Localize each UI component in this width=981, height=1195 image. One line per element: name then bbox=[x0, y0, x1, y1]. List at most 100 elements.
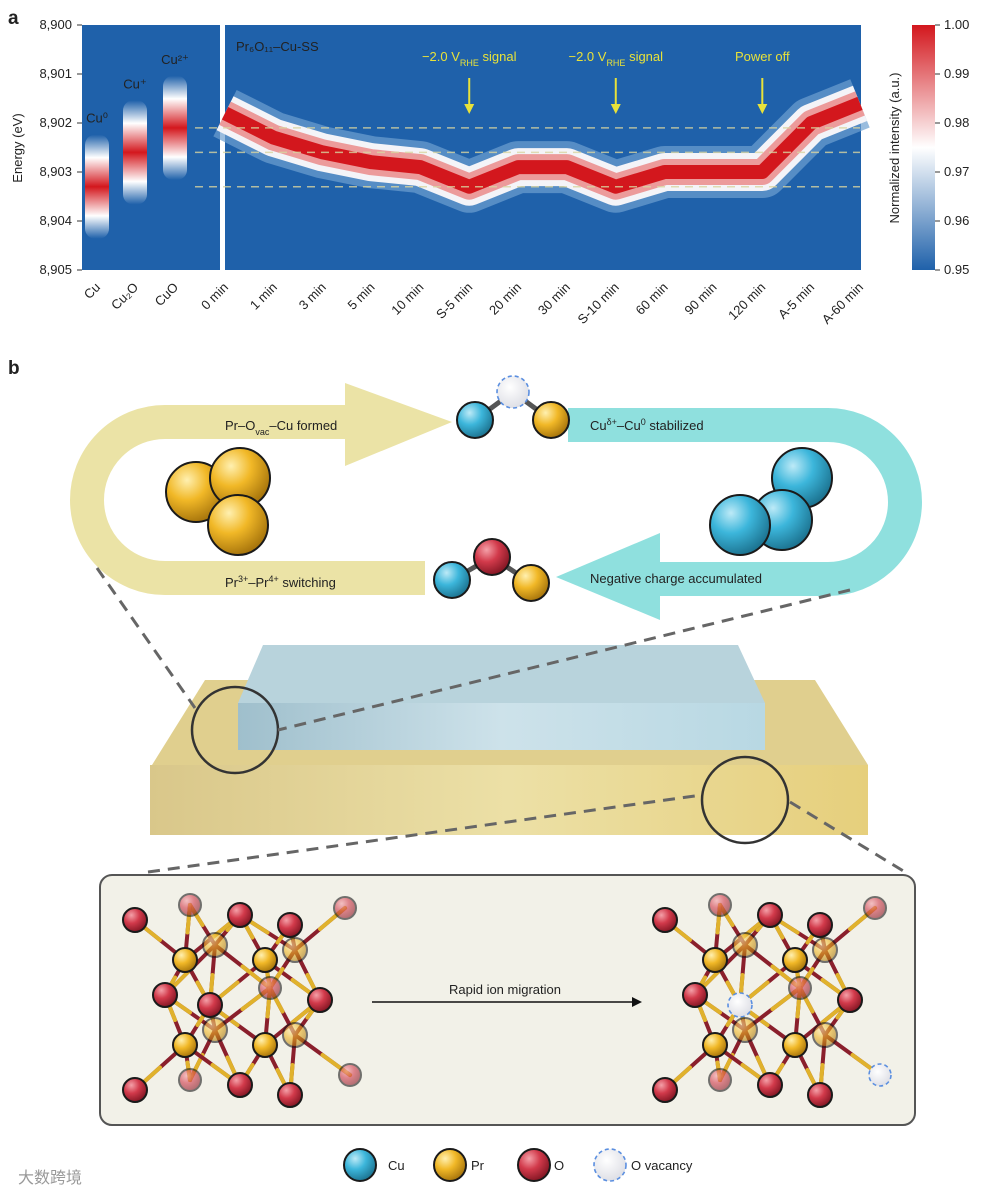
text-part: signal bbox=[625, 49, 663, 64]
x-tick-label: 120 min bbox=[725, 280, 768, 323]
atom bbox=[812, 1022, 838, 1048]
text-part: vac bbox=[255, 427, 270, 437]
x-tick-label: A-5 min bbox=[775, 280, 817, 322]
rich-label: Power off bbox=[735, 49, 790, 64]
atom bbox=[496, 375, 530, 409]
atom bbox=[333, 896, 357, 920]
reference-state: Cu²⁺ bbox=[161, 52, 189, 67]
atom bbox=[277, 1082, 303, 1108]
atom bbox=[172, 947, 198, 973]
atom bbox=[252, 947, 278, 973]
text-part: signal bbox=[479, 49, 517, 64]
x-tick-label: S-5 min bbox=[433, 280, 475, 322]
atom bbox=[122, 907, 148, 933]
atom bbox=[652, 907, 678, 933]
text-part: Power off bbox=[735, 49, 790, 64]
film-top bbox=[238, 645, 765, 703]
text-part: stabilized bbox=[646, 418, 704, 433]
atom bbox=[788, 976, 812, 1000]
arrow-head bbox=[345, 383, 452, 466]
text-part: 3+ bbox=[238, 574, 248, 584]
watermark: 大数跨境 bbox=[18, 1168, 82, 1187]
colorbar-tick-label: 0.96 bbox=[944, 213, 969, 228]
cycle-arrow bbox=[70, 405, 425, 595]
atom bbox=[343, 1148, 377, 1182]
y-tick-label: 8,902 bbox=[39, 115, 72, 130]
arrow-head bbox=[556, 533, 660, 620]
cycle-arrow bbox=[568, 408, 922, 596]
rich-label: −2.0 VRHE signal bbox=[422, 49, 517, 68]
colorbar-label: Normalized intensity (a.u.) bbox=[887, 73, 902, 224]
text-part: −2.0 V bbox=[422, 49, 460, 64]
atom bbox=[433, 561, 471, 599]
text-part: 0 bbox=[641, 417, 646, 427]
atom bbox=[258, 976, 282, 1000]
atom bbox=[277, 912, 303, 938]
atom bbox=[782, 1032, 808, 1058]
atom bbox=[782, 947, 808, 973]
colorbar-tick-label: 0.98 bbox=[944, 115, 969, 130]
atom bbox=[708, 893, 732, 917]
atom bbox=[122, 1077, 148, 1103]
text-part: −2.0 V bbox=[568, 49, 606, 64]
atom bbox=[282, 937, 308, 963]
atom bbox=[207, 494, 269, 556]
x-tick-label: 20 min bbox=[486, 280, 524, 318]
film-front bbox=[238, 703, 765, 750]
text-part: switching bbox=[279, 575, 336, 590]
colorbar-tick-label: 0.99 bbox=[944, 66, 969, 81]
reference-peak bbox=[163, 75, 187, 180]
atom bbox=[227, 902, 253, 928]
y-tick-label: 8,904 bbox=[39, 213, 72, 228]
text-part: Pr–O bbox=[225, 418, 255, 433]
arrow-head bbox=[757, 104, 768, 114]
atom bbox=[178, 1068, 202, 1092]
rich-label: Pr–Ovac–Cu formed bbox=[225, 418, 337, 437]
reference-state: Cu⁰ bbox=[86, 111, 108, 126]
x-tick-label: 10 min bbox=[388, 280, 426, 318]
text-part: RHE bbox=[460, 58, 479, 68]
atom bbox=[172, 1032, 198, 1058]
x-tick-label: 30 min bbox=[535, 280, 573, 318]
substrate-front bbox=[150, 765, 868, 835]
y-tick-label: 8,903 bbox=[39, 164, 72, 179]
x-tick-label: A-60 min bbox=[819, 280, 866, 327]
x-tick-label: 90 min bbox=[681, 280, 719, 318]
rich-label: −2.0 VRHE signal bbox=[568, 49, 663, 68]
atom bbox=[252, 1032, 278, 1058]
text-part: –Pr bbox=[248, 575, 269, 590]
zoom-box bbox=[99, 874, 916, 1126]
atom bbox=[708, 1068, 732, 1092]
reference-peak bbox=[85, 134, 109, 239]
atom bbox=[593, 1148, 627, 1182]
arrow-head bbox=[610, 104, 621, 114]
zoom-lines bbox=[95, 567, 906, 874]
text-part: –Cu bbox=[617, 418, 641, 433]
text-part: δ+ bbox=[607, 417, 617, 427]
text-part: –Cu formed bbox=[269, 418, 337, 433]
text-part: 4+ bbox=[269, 574, 279, 584]
atom bbox=[807, 1082, 833, 1108]
atom bbox=[512, 564, 550, 602]
atom bbox=[517, 1148, 551, 1182]
colorbar bbox=[912, 25, 935, 270]
atom bbox=[282, 1022, 308, 1048]
colorbar-tick-label: 1.00 bbox=[944, 17, 969, 32]
atom bbox=[338, 1063, 362, 1087]
atom bbox=[732, 932, 758, 958]
atom bbox=[456, 401, 494, 439]
arrow-head bbox=[632, 997, 642, 1007]
legend-label: Cu bbox=[388, 1158, 405, 1173]
zoom-circle bbox=[700, 755, 790, 845]
legend-label: O vacancy bbox=[631, 1158, 693, 1173]
atom bbox=[757, 1072, 783, 1098]
x-tick-label: Cu bbox=[81, 280, 103, 302]
rich-label: Negative charge accumulated bbox=[590, 571, 762, 586]
reference-state: Cu⁺ bbox=[123, 76, 146, 91]
text-part: Cu bbox=[590, 418, 607, 433]
atom bbox=[702, 1032, 728, 1058]
atom bbox=[837, 987, 863, 1013]
sample-label: Pr₆O₁₁–Cu-SS bbox=[236, 39, 319, 54]
legend-label: Pr bbox=[471, 1158, 485, 1173]
